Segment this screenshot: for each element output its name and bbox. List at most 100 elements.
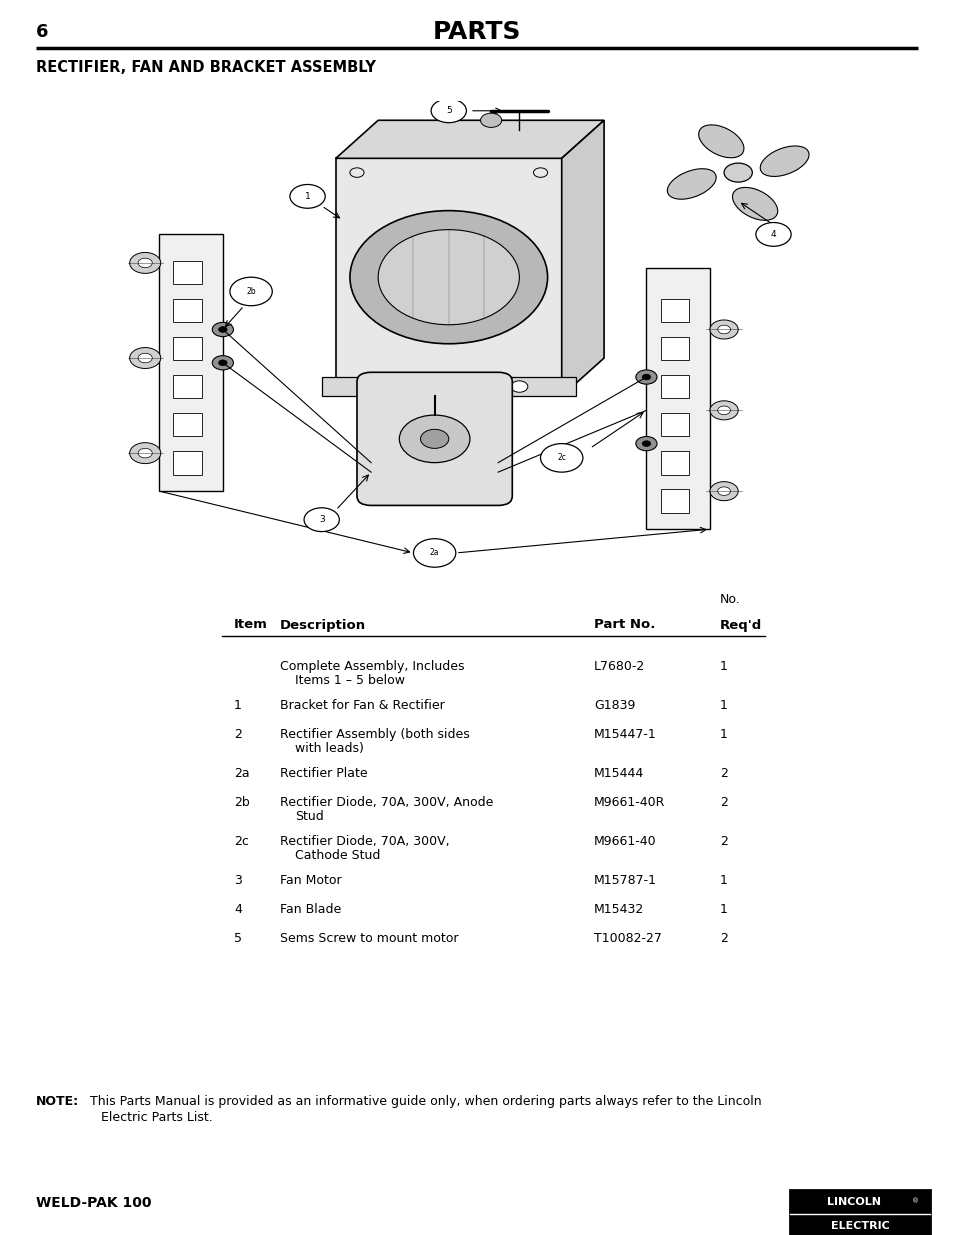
Bar xyxy=(173,451,201,474)
Circle shape xyxy=(350,211,547,343)
Circle shape xyxy=(413,538,456,567)
Circle shape xyxy=(218,359,227,366)
Text: 1: 1 xyxy=(720,903,727,916)
Bar xyxy=(659,412,688,436)
Ellipse shape xyxy=(667,169,716,199)
Text: 2: 2 xyxy=(720,932,727,945)
Circle shape xyxy=(511,380,527,393)
Text: 1: 1 xyxy=(720,699,727,713)
Ellipse shape xyxy=(698,125,743,158)
Text: Req'd: Req'd xyxy=(720,619,761,631)
Bar xyxy=(173,261,201,284)
Circle shape xyxy=(212,356,233,370)
Circle shape xyxy=(709,482,738,500)
Circle shape xyxy=(709,320,738,340)
Circle shape xyxy=(130,347,160,368)
Text: 2: 2 xyxy=(720,797,727,809)
Text: 2c: 2c xyxy=(557,453,565,462)
Bar xyxy=(173,299,201,322)
Text: 6: 6 xyxy=(36,23,49,41)
Text: Complete Assembly, Includes: Complete Assembly, Includes xyxy=(280,659,464,673)
Text: Part No.: Part No. xyxy=(594,619,655,631)
Text: M9661-40: M9661-40 xyxy=(594,835,656,848)
Circle shape xyxy=(540,443,582,472)
Circle shape xyxy=(218,326,227,332)
Circle shape xyxy=(138,353,152,363)
Circle shape xyxy=(130,442,160,463)
Text: ELECTRIC: ELECTRIC xyxy=(830,1221,888,1231)
Circle shape xyxy=(717,325,730,333)
Polygon shape xyxy=(646,268,709,529)
Text: No.: No. xyxy=(720,593,740,606)
Circle shape xyxy=(717,406,730,415)
Text: 2b: 2b xyxy=(246,287,255,296)
Ellipse shape xyxy=(732,188,777,220)
Text: PARTS: PARTS xyxy=(433,20,520,44)
Text: 4: 4 xyxy=(233,903,242,916)
Circle shape xyxy=(420,430,448,448)
Circle shape xyxy=(304,508,339,531)
Circle shape xyxy=(636,436,657,451)
Text: 5: 5 xyxy=(445,106,451,115)
Text: WELD-PAK 100: WELD-PAK 100 xyxy=(36,1195,152,1210)
Ellipse shape xyxy=(760,146,808,177)
Polygon shape xyxy=(335,120,603,158)
Text: M15787-1: M15787-1 xyxy=(594,874,657,887)
Text: 2a: 2a xyxy=(233,767,250,781)
Circle shape xyxy=(723,163,752,182)
Polygon shape xyxy=(335,158,561,396)
Text: 2: 2 xyxy=(233,727,242,741)
Polygon shape xyxy=(561,120,603,396)
Circle shape xyxy=(717,487,730,495)
Text: M15432: M15432 xyxy=(594,903,643,916)
Text: Items 1 – 5 below: Items 1 – 5 below xyxy=(294,674,405,687)
Text: 3: 3 xyxy=(233,874,242,887)
Bar xyxy=(659,299,688,322)
Text: Rectifier Diode, 70A, 300V, Anode: Rectifier Diode, 70A, 300V, Anode xyxy=(280,797,493,809)
Circle shape xyxy=(377,230,518,325)
Bar xyxy=(173,337,201,361)
Circle shape xyxy=(480,114,501,127)
Text: Description: Description xyxy=(280,619,366,631)
Text: M15447-1: M15447-1 xyxy=(594,727,656,741)
Text: 1: 1 xyxy=(720,727,727,741)
Text: with leads): with leads) xyxy=(294,742,363,755)
Text: This Parts Manual is provided as an informative guide only, when ordering parts : This Parts Manual is provided as an info… xyxy=(86,1095,760,1108)
Circle shape xyxy=(138,448,152,458)
Text: Bracket for Fan & Rectifier: Bracket for Fan & Rectifier xyxy=(280,699,444,713)
Text: 2: 2 xyxy=(720,767,727,781)
Text: RECTIFIER, FAN AND BRACKET ASSEMBLY: RECTIFIER, FAN AND BRACKET ASSEMBLY xyxy=(36,61,375,75)
Circle shape xyxy=(399,415,470,463)
Text: 1: 1 xyxy=(720,874,727,887)
Text: 1: 1 xyxy=(720,659,727,673)
Text: T10082-27: T10082-27 xyxy=(594,932,661,945)
Circle shape xyxy=(709,401,738,420)
Text: NOTE:: NOTE: xyxy=(36,1095,79,1108)
Circle shape xyxy=(290,184,325,209)
Text: 2a: 2a xyxy=(430,548,439,557)
Circle shape xyxy=(440,380,456,393)
Polygon shape xyxy=(321,377,576,396)
Text: M15444: M15444 xyxy=(594,767,643,781)
Bar xyxy=(173,412,201,436)
Circle shape xyxy=(755,222,790,246)
Circle shape xyxy=(370,380,386,393)
FancyBboxPatch shape xyxy=(356,372,512,505)
FancyBboxPatch shape xyxy=(789,1191,929,1235)
FancyBboxPatch shape xyxy=(789,1191,929,1214)
Circle shape xyxy=(230,277,272,306)
Circle shape xyxy=(130,252,160,273)
Circle shape xyxy=(212,322,233,337)
Circle shape xyxy=(138,258,152,268)
Text: ®: ® xyxy=(911,1198,919,1204)
Bar xyxy=(659,451,688,474)
Text: 2c: 2c xyxy=(233,835,249,848)
Bar xyxy=(659,374,688,399)
Circle shape xyxy=(641,374,650,380)
Text: 2: 2 xyxy=(720,835,727,848)
Text: Item: Item xyxy=(233,619,268,631)
Text: 3: 3 xyxy=(318,515,324,524)
Text: 5: 5 xyxy=(233,932,242,945)
Text: Electric Parts List.: Electric Parts List. xyxy=(101,1112,213,1124)
Text: 1: 1 xyxy=(304,191,310,201)
